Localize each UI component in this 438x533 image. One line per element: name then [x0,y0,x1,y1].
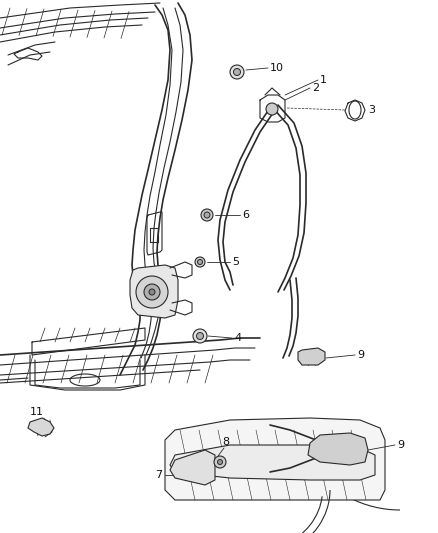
Text: 3: 3 [368,105,375,115]
Polygon shape [170,445,375,480]
Circle shape [193,329,207,343]
Circle shape [149,289,155,295]
Circle shape [233,69,240,76]
Circle shape [218,459,223,464]
Polygon shape [28,418,54,436]
Circle shape [198,260,202,264]
Text: 6: 6 [242,210,249,220]
Polygon shape [165,418,385,500]
Text: 9: 9 [397,440,404,450]
Text: 10: 10 [270,63,284,73]
Circle shape [214,456,226,468]
Circle shape [195,257,205,267]
Circle shape [204,212,210,218]
Polygon shape [170,450,215,485]
Text: 9: 9 [357,350,364,360]
Circle shape [197,333,204,340]
Text: 7: 7 [155,470,162,480]
Circle shape [266,103,278,115]
Circle shape [230,65,244,79]
Text: 8: 8 [222,437,229,447]
Text: 2: 2 [312,83,319,93]
Circle shape [201,209,213,221]
Polygon shape [298,348,325,365]
Polygon shape [308,433,368,465]
Text: 11: 11 [30,407,44,417]
Circle shape [136,276,168,308]
Text: 4: 4 [234,333,241,343]
Circle shape [144,284,160,300]
Text: 1: 1 [320,75,327,85]
Text: 5: 5 [232,257,239,267]
Polygon shape [130,265,178,318]
